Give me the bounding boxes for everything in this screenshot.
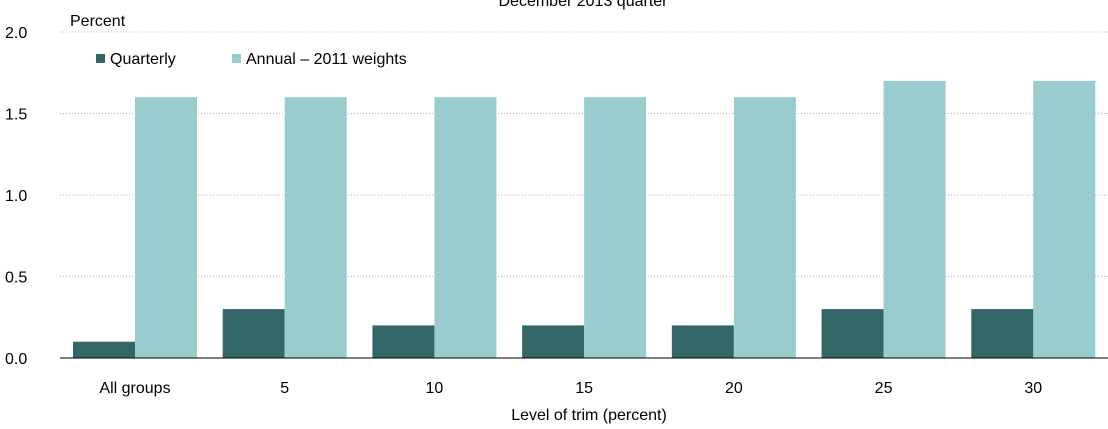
legend-label: Quarterly [110,51,176,68]
x-tick-label: 15 [575,380,593,397]
bar-annual [135,97,197,358]
bar-quarterly [971,309,1034,358]
x-axis-ticks: All groups 5 10 15 20 25 30 [99,380,1042,397]
x-tick-label: 20 [725,380,743,397]
bar-annual [883,80,946,359]
bar-annual [434,97,497,358]
bar-quarterly [522,325,585,358]
bars [73,80,1096,359]
x-tick-label: 10 [426,380,444,397]
legend-swatch [232,54,241,63]
x-tick-label: All groups [99,380,170,397]
y-tick-label: 1.0 [5,188,27,205]
legend: Quarterly Annual – 2011 weights [96,51,407,68]
y-tick-label: 0.5 [5,270,27,287]
chart-title: December 2013 quarter [499,0,669,10]
x-axis-label: Level of trim (percent) [511,407,667,424]
bar-quarterly [222,309,285,358]
x-tick-label: 25 [875,380,893,397]
x-tick-label: 5 [280,380,289,397]
bar-quarterly [821,309,884,358]
x-tick-label: 30 [1024,380,1042,397]
legend-swatch [96,54,105,63]
y-tick-label: 1.5 [5,107,27,124]
bar-annual [584,97,647,358]
bar-quarterly [372,325,435,358]
y-tick-label: 2.0 [5,25,27,42]
bar-quarterly [671,325,734,358]
bar-quarterly [73,341,135,358]
gridlines [60,31,1108,277]
legend-label: Annual – 2011 weights [246,51,407,68]
bar-annual [284,97,347,358]
y-axis-label: Percent [70,13,126,30]
bar-annual [733,97,796,358]
bar-annual [1033,80,1096,359]
y-tick-label: 0.0 [5,351,27,368]
y-axis-ticks: 0.0 0.5 1.0 1.5 2.0 [5,25,27,368]
